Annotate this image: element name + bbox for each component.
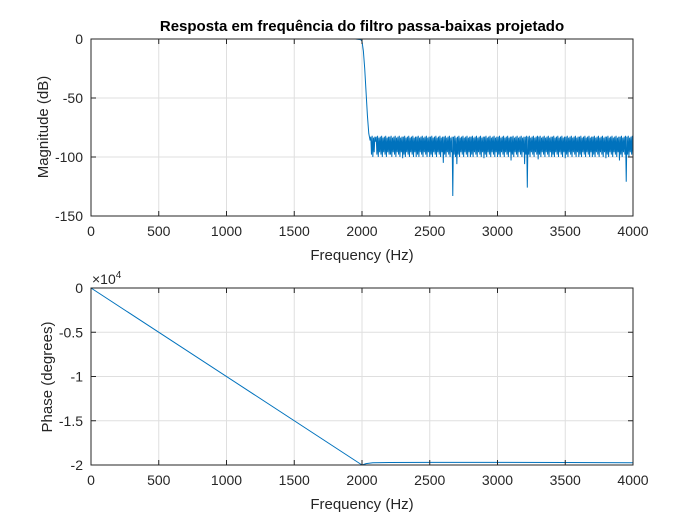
- phase-xtick-label-4: 2000: [346, 472, 377, 488]
- phase-ylabel: Phase (degrees): [39, 322, 56, 433]
- phase-plot: 0 500 1000 1500 2000 2500 3000 3500 4000 0 -0.5 -1 -…: [39, 270, 649, 513]
- magnitude-ytick-label-0: 0: [75, 31, 83, 47]
- magnitude-xtick-label-8: 4000: [617, 223, 648, 239]
- phase-ytick-label-1: -0.5: [59, 324, 83, 340]
- magnitude-xtick-label-1: 500: [147, 223, 171, 239]
- phase-xtick-label-8: 4000: [617, 472, 648, 488]
- phase-ytick-label-2: -1: [71, 369, 84, 385]
- magnitude-title: Resposta em frequência do filtro passa-b…: [160, 18, 564, 35]
- phase-xtick-label-1: 500: [147, 472, 171, 488]
- magnitude-ytick-label-2: -100: [55, 149, 83, 165]
- magnitude-plot: 0 500 1000 1500 2000 2500 3000 3500 4000 0 -50 -100…: [35, 18, 649, 264]
- phase-ticks: 0 500 1000 1500 2000 2500 3000 3500 4000 0 -0.5 -1 -…: [59, 280, 649, 488]
- magnitude-xtick-label-3: 1500: [279, 223, 310, 239]
- phase-grid: [91, 288, 633, 465]
- phase-xtick-label-0: 0: [87, 472, 95, 488]
- magnitude-grid: [91, 39, 633, 216]
- magnitude-ticks: 0 500 1000 1500 2000 2500 3000 3500 4000 0 -50 -100…: [55, 31, 649, 239]
- magnitude-ytick-label-1: -50: [63, 90, 83, 106]
- phase-exponent-label: ×104: [92, 270, 122, 287]
- phase-xlabel: Frequency (Hz): [310, 496, 413, 513]
- phase-xtick-label-7: 3500: [550, 472, 581, 488]
- magnitude-xtick-label-5: 2500: [414, 223, 445, 239]
- magnitude-ytick-label-3: -150: [55, 208, 83, 224]
- magnitude-xtick-label-4: 2000: [346, 223, 377, 239]
- phase-xtick-label-2: 1000: [211, 472, 242, 488]
- phase-xtick-label-3: 1500: [279, 472, 310, 488]
- magnitude-xtick-label-7: 3500: [550, 223, 581, 239]
- magnitude-xtick-label-0: 0: [87, 223, 95, 239]
- magnitude-ylabel: Magnitude (dB): [35, 76, 52, 179]
- magnitude-xtick-label-2: 1000: [211, 223, 242, 239]
- phase-ytick-label-3: -1.5: [59, 413, 83, 429]
- magnitude-line: [91, 38, 634, 196]
- phase-ytick-label-0: 0: [75, 280, 83, 296]
- magnitude-xlabel: Frequency (Hz): [310, 247, 413, 264]
- magnitude-xtick-label-6: 3000: [482, 223, 513, 239]
- phase-xtick-label-6: 3000: [482, 472, 513, 488]
- phase-ytick-label-4: -2: [71, 457, 84, 473]
- phase-xtick-label-5: 2500: [414, 472, 445, 488]
- magnitude-series: [91, 38, 634, 196]
